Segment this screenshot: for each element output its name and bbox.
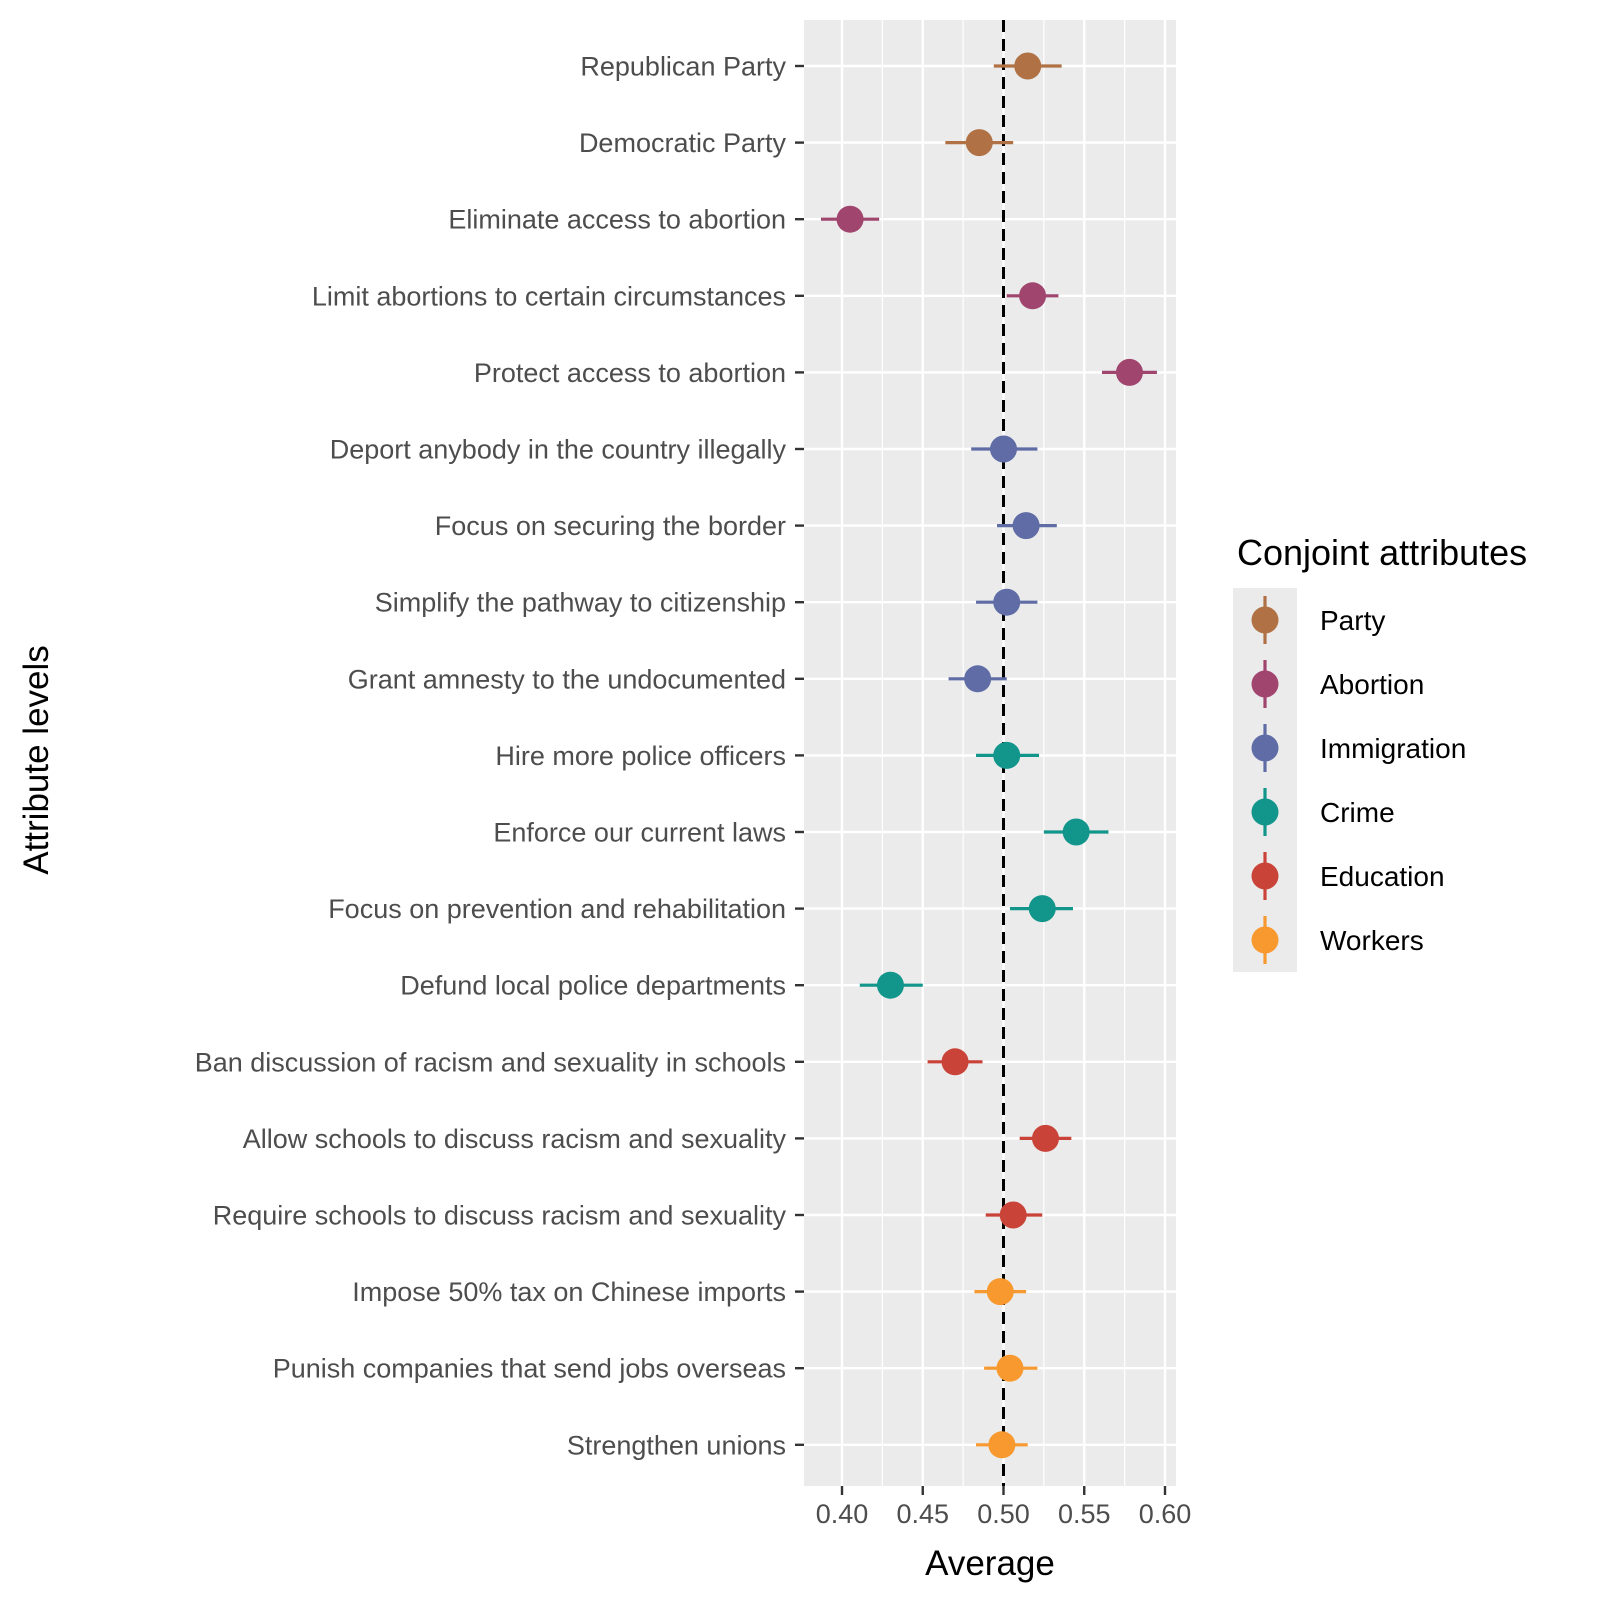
y-axis-title: Attribute levels [17,645,56,875]
data-point [965,129,993,157]
x-axis-title: Average [925,1544,1055,1583]
legend-key-point [1251,798,1279,826]
legend: Conjoint attributes Party Abortion Immigra… [1233,532,1527,972]
y-tick-label: Focus on prevention and rehabilitation [328,894,786,924]
legend-key-point [1251,734,1279,762]
y-tick-label: Punish companies that send jobs overseas [273,1354,786,1384]
data-point [1028,895,1056,923]
legend-label: Education [1320,861,1445,892]
legend-label: Workers [1320,925,1424,956]
x-tick-label: 0.40 [816,1499,869,1529]
x-tick-label: 0.50 [977,1499,1030,1529]
y-axis: Republican Party Democratic Party Eliminat… [195,52,804,1460]
legend-label: Immigration [1320,733,1466,764]
legend-label: Abortion [1320,669,1424,700]
data-point [836,205,864,233]
y-tick-label: Focus on securing the border [435,511,786,541]
data-point [990,435,1017,463]
legend-key-point [1251,926,1279,954]
x-axis: 0.40 0.45 0.50 0.55 0.60 [816,1486,1192,1529]
data-point [941,1048,969,1076]
data-point [993,741,1021,769]
data-point [1115,358,1143,386]
data-point [996,1354,1024,1382]
y-tick-label: Limit abortions to certain circumstances [312,281,786,311]
y-tick-label: Enforce our current laws [493,818,786,848]
legend-title: Conjoint attributes [1237,532,1527,573]
y-tick-label: Grant amnesty to the undocumented [348,664,786,694]
y-tick-label: Simplify the pathway to citizenship [375,588,786,618]
data-point [988,1431,1016,1459]
y-tick-label: Eliminate access to abortion [448,205,786,235]
y-tick-label: Allow schools to discuss racism and sexu… [243,1124,787,1154]
data-point [876,971,904,999]
data-point [1014,52,1042,80]
data-point [964,665,992,693]
legend-label: Crime [1320,797,1395,828]
y-tick-label: Ban discussion of racism and sexuality i… [195,1047,786,1077]
points [836,52,1143,1459]
legend-key-background [1233,588,1297,972]
legend-key-point [1251,670,1279,698]
data-point [1062,818,1090,846]
legend-label: Party [1320,605,1385,636]
data-point [986,1278,1014,1306]
x-tick-label: 0.45 [896,1499,949,1529]
y-tick-label: Impose 50% tax on Chinese imports [352,1277,786,1307]
y-tick-label: Defund local police departments [400,971,786,1001]
y-tick-label: Deport anybody in the country illegally [330,435,787,465]
data-point [1031,1124,1059,1152]
y-tick-label: Democratic Party [579,128,787,158]
data-point [999,1201,1027,1229]
y-tick-label: Hire more police officers [495,741,786,771]
y-tick-label: Republican Party [580,52,786,82]
data-point [1019,282,1047,310]
y-tick-label: Strengthen unions [567,1430,786,1460]
panel-background [804,20,1176,1486]
x-tick-label: 0.55 [1058,1499,1111,1529]
data-point [993,588,1021,616]
y-tick-label: Require schools to discuss racism and se… [213,1201,787,1231]
legend-key-point [1251,862,1279,890]
legend-key-point [1251,606,1279,634]
x-tick-label: 0.60 [1139,1499,1192,1529]
data-point [1012,512,1040,540]
y-tick-label: Protect access to abortion [474,358,786,388]
